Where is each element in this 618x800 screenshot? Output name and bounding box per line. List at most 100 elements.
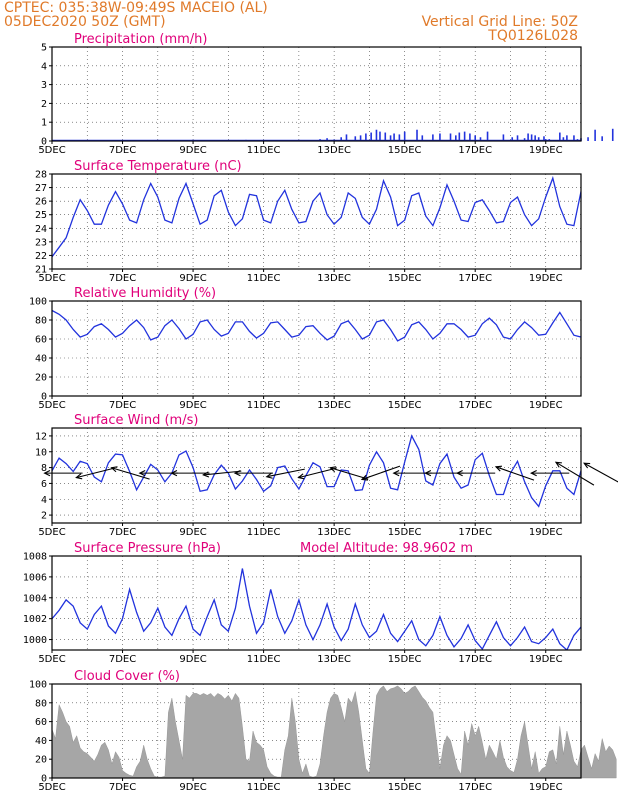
wind-vector-head — [392, 470, 400, 477]
x-tick-label: 9DEC — [179, 400, 206, 411]
y-tick-label: 4 — [41, 61, 47, 72]
precip-bar — [562, 137, 565, 141]
y-tick-label: 10 — [35, 447, 47, 458]
y-tick-label: 24 — [35, 224, 47, 235]
x-tick-label: 5DEC — [38, 273, 65, 284]
wind-vector-head — [202, 471, 210, 478]
wind-vector-head — [424, 470, 432, 477]
x-tick-label: 9DEC — [179, 273, 206, 284]
precip-bar — [393, 133, 395, 141]
x-tick-label: 15DEC — [388, 782, 422, 793]
y-tick-label: 3 — [41, 80, 47, 91]
y-tick-label: 25 — [35, 210, 47, 221]
wind-vector-head — [110, 466, 118, 473]
panel-rh: 0 20 40 60 80 100 5DEC 7DEC 9DEC 11DEC 13DEC 15DEC 1… — [29, 286, 582, 411]
y-tick-label: 22 — [35, 251, 47, 262]
x-tick-label: 7DEC — [109, 654, 136, 665]
precip-bar — [449, 133, 452, 141]
precip-bar — [398, 134, 401, 141]
y-tick-label: 20 — [35, 373, 47, 384]
precip-bar — [537, 137, 540, 141]
wind-vector-head — [265, 472, 273, 479]
x-tick-label: 5DEC — [38, 400, 65, 411]
header-grid-note: Vertical Grid Line: 50Z — [422, 14, 578, 30]
precip-bar — [359, 135, 362, 141]
y-tick-label: 40 — [35, 736, 47, 747]
y-tick-label: 80 — [35, 698, 47, 709]
precip-bar — [530, 134, 533, 141]
panel-title: Surface Wind (m/s) — [74, 413, 198, 428]
y-tick-label: 28 — [35, 170, 47, 181]
precip-bar — [432, 134, 434, 141]
y-tick-label: 0 — [41, 137, 47, 148]
precip-bar — [587, 137, 589, 141]
y-tick-label: 100 — [29, 680, 47, 691]
precip-bar — [463, 131, 466, 141]
x-tick-label: 7DEC — [109, 782, 136, 793]
precip-bar — [479, 137, 482, 141]
precip-bar — [511, 137, 514, 141]
y-tick-label: 12 — [35, 431, 47, 442]
y-tick-label: 1004 — [23, 593, 47, 604]
y-tick-label: 0 — [41, 774, 47, 785]
x-tick-label: 11DEC — [247, 145, 281, 156]
x-tick-label: 13DEC — [317, 527, 351, 538]
wind-vector-head — [138, 470, 146, 477]
panel-precip: 0 1 2 3 4 5 5DEC 7DEC 9DEC 11DEC 13DEC 15DEC 17DEC 19… — [38, 32, 614, 156]
wind-vector — [298, 467, 337, 479]
x-tick-label: 7DEC — [109, 400, 136, 411]
x-tick-label: 9DEC — [179, 527, 206, 538]
x-tick-label: 17DEC — [458, 782, 492, 793]
panel-frame — [51, 46, 582, 142]
precip-bar — [384, 132, 387, 141]
precip-bar — [527, 133, 529, 141]
x-tick-label: 17DEC — [458, 145, 492, 156]
x-tick-label: 19DEC — [529, 400, 563, 411]
precip-bar — [534, 135, 536, 141]
x-tick-label: 5DEC — [38, 654, 65, 665]
y-tick-label: 100 — [29, 297, 47, 308]
precip-bar — [354, 136, 357, 141]
wind-vector-head — [554, 461, 562, 468]
y-tick-label: 8 — [41, 463, 47, 474]
precip-bar — [543, 136, 545, 141]
x-tick-label: 11DEC — [247, 654, 281, 665]
x-tick-label: 11DEC — [247, 273, 281, 284]
precip-bar — [370, 132, 372, 141]
x-tick-label: 9DEC — [179, 654, 206, 665]
y-tick-label: 20 — [35, 755, 47, 766]
x-tick-label: 13DEC — [317, 400, 351, 411]
panel-temp: 21 22 23 24 25 26 27 28 5DEC 7DEC 9DEC 11DEC 13DEC 15… — [35, 159, 582, 284]
y-tick-label: 1006 — [23, 572, 47, 583]
x-tick-label: 13DEC — [317, 145, 351, 156]
wind-vector-head — [75, 473, 83, 480]
x-tick-label: 15DEC — [388, 400, 422, 411]
x-tick-label: 13DEC — [317, 654, 351, 665]
precip-bar — [523, 138, 526, 141]
wind-vector-head — [583, 462, 591, 469]
wind-vector-head — [455, 470, 463, 477]
cloud-area — [51, 685, 617, 779]
x-tick-label: 15DEC — [388, 527, 422, 538]
panel-frame — [51, 683, 582, 779]
panel-frame — [51, 300, 582, 397]
x-tick-label: 7DEC — [109, 527, 136, 538]
panel-cloud: 0 20 40 60 80 100 5DEC 7DEC 9DEC 11DEC 13DEC 15DEC 1… — [29, 669, 617, 793]
header-location: CPTEC: 035:38W-09:49S MACEIO (AL) — [4, 0, 268, 16]
x-tick-label: 15DEC — [388, 654, 422, 665]
wind-vector-head — [494, 465, 503, 472]
panel-title: Cloud Cover (%) — [74, 669, 180, 684]
x-tick-label: 19DEC — [529, 527, 563, 538]
precip-bar — [365, 133, 367, 141]
x-tick-label: 19DEC — [529, 145, 563, 156]
x-tick-label: 15DEC — [388, 145, 422, 156]
wind-vector — [583, 462, 618, 483]
x-tick-label: 17DEC — [458, 527, 492, 538]
y-tick-label: 23 — [35, 237, 47, 248]
precip-bar — [474, 135, 476, 141]
wind-vector-head — [170, 470, 178, 477]
wind-vector — [111, 467, 150, 480]
x-tick-label: 17DEC — [458, 400, 492, 411]
x-tick-label: 11DEC — [247, 527, 281, 538]
